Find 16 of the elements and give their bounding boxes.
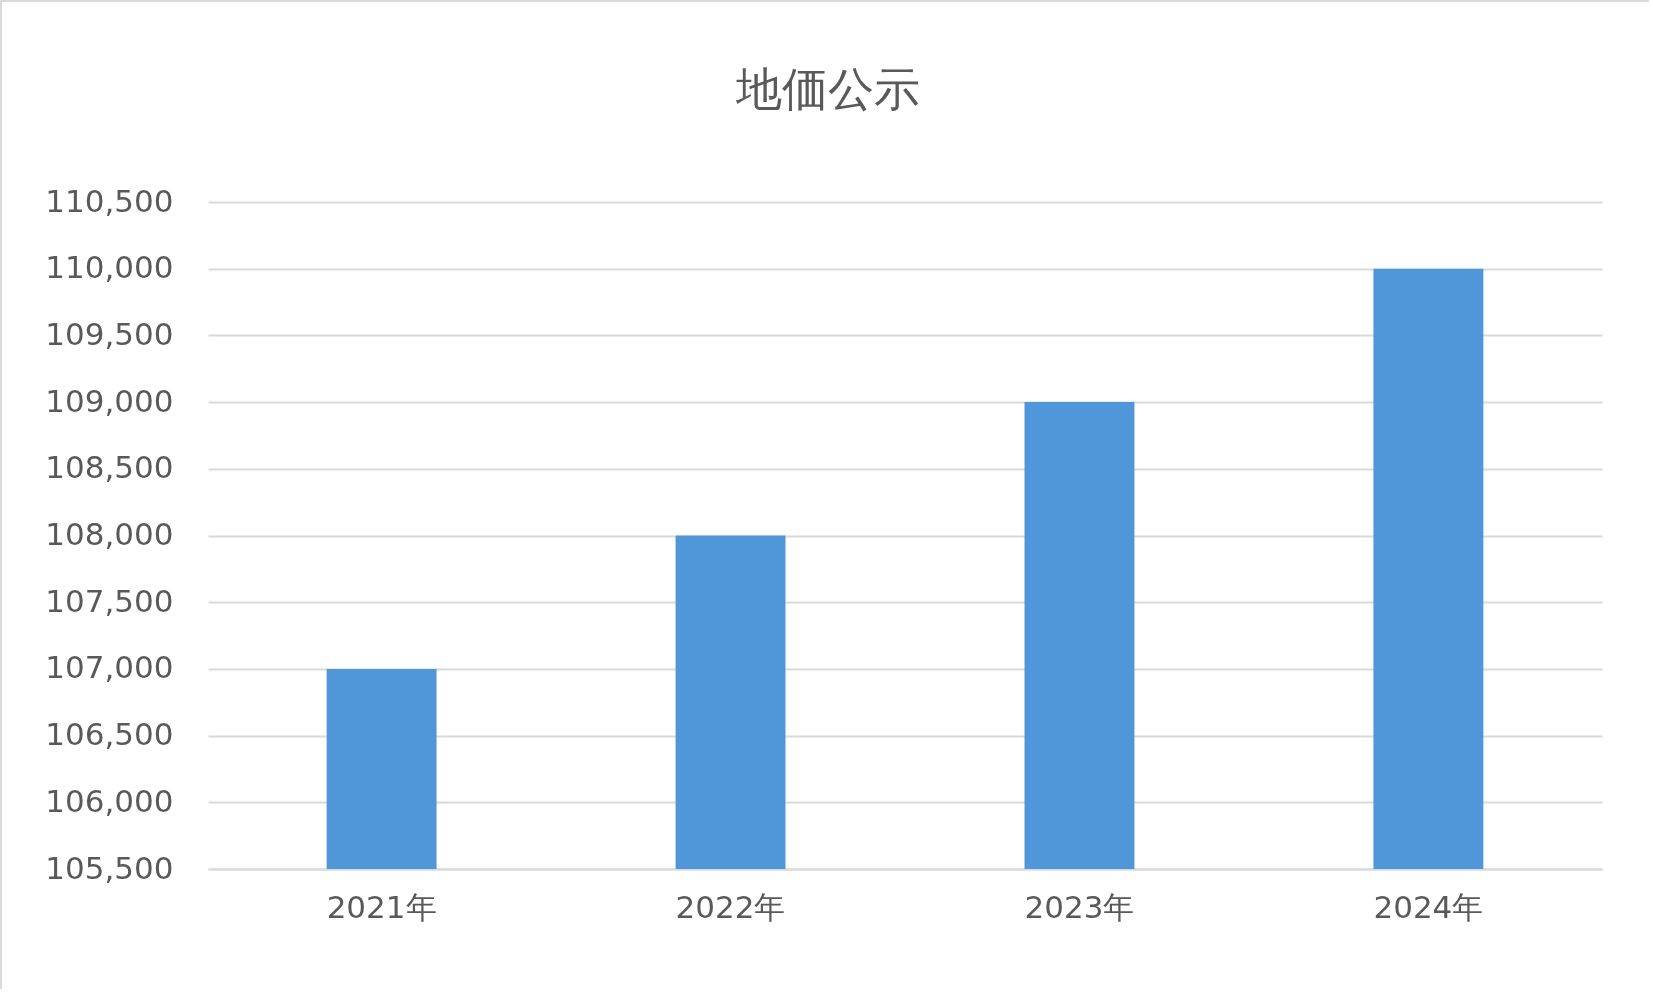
y-tick-label: 108,000 (45, 516, 174, 552)
y-tick-label: 109,000 (45, 382, 174, 419)
y-tick-label: 106,500 (45, 716, 174, 753)
y-tick-label: 110,000 (45, 249, 174, 286)
y-tick-label: 106,000 (45, 782, 174, 819)
x-tick-label: 2022年 (675, 888, 786, 925)
y-tick-label: 110,500 (45, 182, 174, 219)
x-tick-label: 2024年 (1373, 888, 1484, 925)
x-tick-label: 2023年 (1024, 888, 1135, 925)
y-tick-label: 105,500 (45, 849, 174, 886)
y-tick-label: 107,000 (45, 649, 174, 686)
y-tick-label: 108,500 (45, 449, 174, 486)
y-tick-label: 109,500 (45, 315, 174, 352)
y-tick-label: 107,500 (45, 582, 174, 619)
chart-title: 地価公示 (735, 62, 920, 116)
x-tick-label: 2021年 (326, 888, 437, 925)
